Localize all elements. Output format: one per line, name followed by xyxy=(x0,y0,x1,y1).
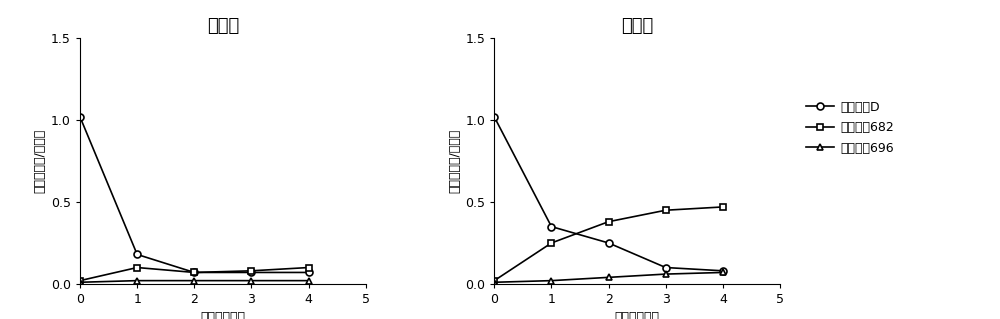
Legend: 桔梗皮苷D, 次生皮苷682, 次生皮苷696: 桔梗皮苷D, 次生皮苷682, 次生皮苷696 xyxy=(801,96,899,160)
桔梗皮苷D xyxy=(245,271,257,274)
Line: 桔梗皮苷D: 桔梗皮苷D xyxy=(491,114,726,274)
次生皮苷682 xyxy=(660,208,672,212)
次生皮苷696 xyxy=(74,280,86,284)
Line: 桔梗皮苷D: 桔梗皮苷D xyxy=(77,114,312,276)
Title: 酸水解: 酸水解 xyxy=(207,17,239,35)
次生皮苷682 xyxy=(188,271,200,274)
桔梗皮苷D xyxy=(74,115,86,119)
Line: 次生皮苷696: 次生皮苷696 xyxy=(77,277,312,286)
桔梗皮苷D xyxy=(660,266,672,270)
次生皮苷696 xyxy=(131,279,143,283)
桔梗皮苷D xyxy=(603,241,615,245)
桔梗皮苷D xyxy=(717,269,729,273)
次生皮苷682 xyxy=(603,220,615,224)
次生皮苷682 xyxy=(545,241,557,245)
桔梗皮苷D xyxy=(303,271,315,274)
桔梗皮苷D xyxy=(131,253,143,256)
次生皮苷696 xyxy=(660,272,672,276)
Line: 次生皮苷682: 次生皮苷682 xyxy=(77,264,312,284)
Y-axis label: 含量（毫克/毫升）: 含量（毫克/毫升） xyxy=(448,129,461,193)
Line: 次生皮苷696: 次生皮苷696 xyxy=(491,269,726,286)
X-axis label: 时间（小时）: 时间（小时） xyxy=(200,311,245,319)
次生皮苷682 xyxy=(245,269,257,273)
桔梗皮苷D xyxy=(188,271,200,274)
次生皮苷696 xyxy=(303,279,315,283)
次生皮苷696 xyxy=(603,275,615,279)
次生皮苷682 xyxy=(717,205,729,209)
次生皮苷696 xyxy=(545,279,557,283)
次生皮苷682 xyxy=(303,266,315,270)
次生皮苷696 xyxy=(188,279,200,283)
桔梗皮苷D xyxy=(545,225,557,228)
次生皮苷682 xyxy=(74,279,86,283)
桔梗皮苷D xyxy=(488,115,500,119)
Y-axis label: 含量（毫克/毫升）: 含量（毫克/毫升） xyxy=(34,129,47,193)
次生皮苷682 xyxy=(131,266,143,270)
次生皮苷696 xyxy=(245,279,257,283)
次生皮苷682 xyxy=(488,279,500,283)
Line: 次生皮苷682: 次生皮苷682 xyxy=(491,204,726,284)
次生皮苷696 xyxy=(488,280,500,284)
Title: 碱水解: 碱水解 xyxy=(621,17,653,35)
X-axis label: 时间（小时）: 时间（小时） xyxy=(615,311,660,319)
次生皮苷696 xyxy=(717,271,729,274)
